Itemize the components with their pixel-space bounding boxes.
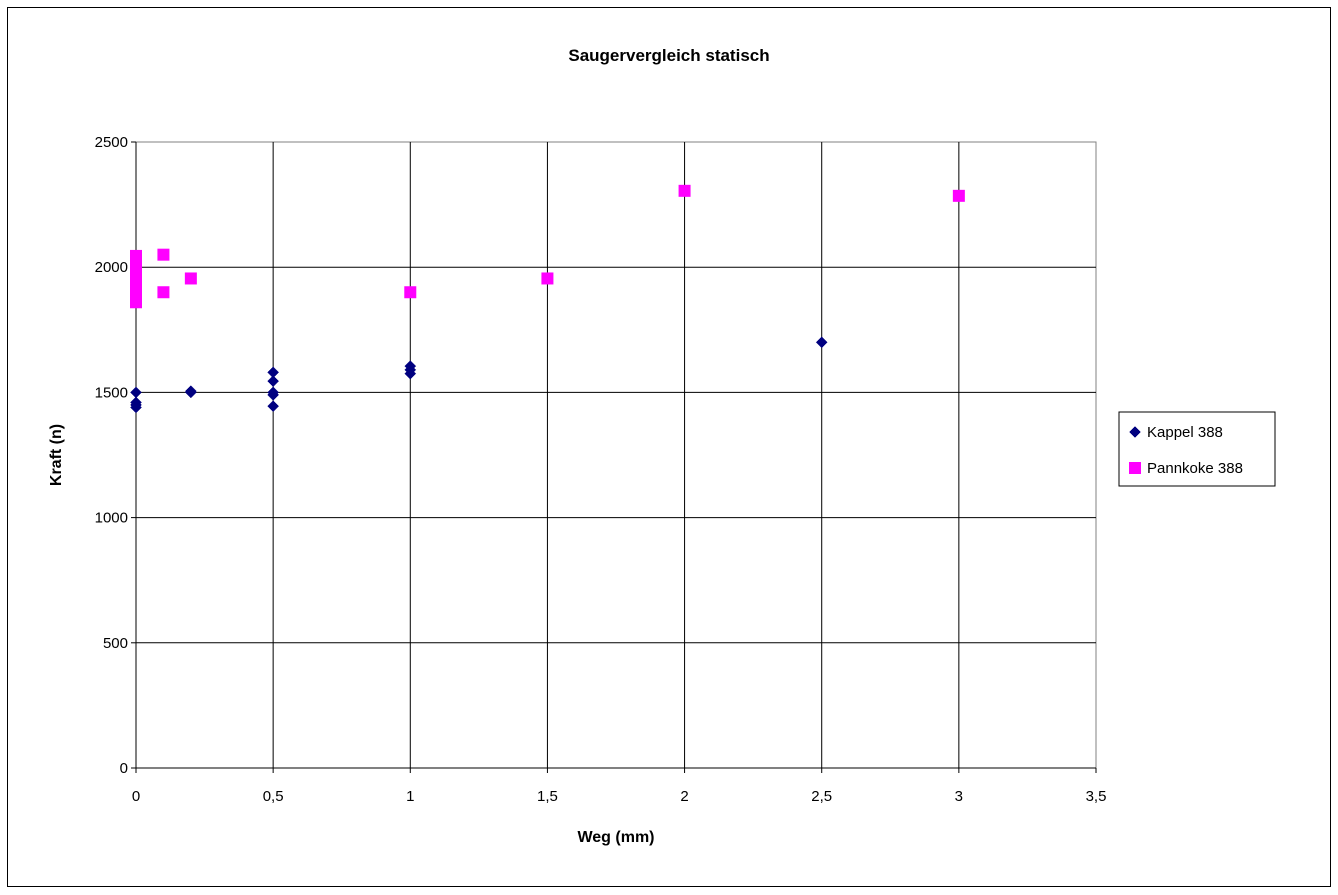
y-tick-label: 0 xyxy=(120,760,128,777)
axes: 0 0,5 1 1,5 2 2,5 3 3,5 0 500 1000 1500 2000 2500 xyxy=(95,134,1107,805)
x-tick-label: 0 xyxy=(132,788,140,805)
pannkoke-388-point xyxy=(952,189,965,202)
y-tick-label: 1000 xyxy=(95,510,128,527)
pannkoke-388-point xyxy=(157,248,170,261)
y-tick-label: 2000 xyxy=(95,259,128,276)
pannkoke-388-point xyxy=(184,272,197,285)
kappel-388-point xyxy=(185,385,197,398)
kappel-388-point xyxy=(130,401,142,414)
y-tick-label: 1500 xyxy=(95,384,128,401)
kappel-388-point xyxy=(815,336,828,349)
x-tick-label: 0,5 xyxy=(263,788,284,805)
x-tick-label: 2 xyxy=(680,788,688,805)
pannkoke-388-point xyxy=(130,296,142,309)
pannkoke-388-point xyxy=(541,272,554,285)
pannkoke-388-point xyxy=(404,286,417,299)
x-tick-label: 1 xyxy=(406,788,414,805)
y-tick-label: 2500 xyxy=(95,134,128,151)
x-axis-title: Weg (mm) xyxy=(577,829,654,846)
kappel-388-point xyxy=(404,367,417,380)
plot-area xyxy=(135,141,1097,769)
legend-marker xyxy=(1129,462,1141,474)
legend: Kappel 388 Pannkoke 388 xyxy=(1118,411,1276,487)
x-tick-label: 2,5 xyxy=(811,788,832,805)
legend-box xyxy=(1118,411,1276,487)
legend-label: Pannkoke 388 xyxy=(1147,460,1243,477)
x-tick-label: 3,5 xyxy=(1086,788,1107,805)
pannkoke-388-point xyxy=(157,286,170,299)
legend-label: Kappel 388 xyxy=(1147,424,1223,441)
y-axis-title: Kraft (n) xyxy=(48,424,65,486)
pannkoke-388-point xyxy=(678,184,691,197)
gridlines xyxy=(136,142,1096,768)
x-tick-label: 3 xyxy=(955,788,963,805)
chart-title: Saugervergleich statisch xyxy=(568,46,769,65)
legend-marker xyxy=(1129,426,1141,438)
x-tick-label: 1,5 xyxy=(537,788,558,805)
y-tick-label: 500 xyxy=(103,635,128,652)
data-points xyxy=(130,184,965,414)
kappel-388-point xyxy=(267,400,279,413)
